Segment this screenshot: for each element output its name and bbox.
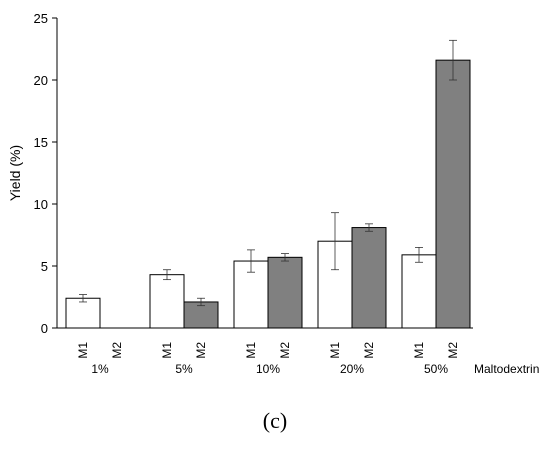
error-bars-layer (79, 39, 457, 307)
y-tick-label: 10 (34, 197, 48, 212)
x-category-label: 5% (175, 362, 193, 376)
x-series-label: M2 (362, 342, 376, 359)
panel-label: (c) (262, 408, 288, 433)
axes-layer (56, 18, 473, 329)
x-category-label: 1% (91, 362, 109, 376)
x-category-label: 10% (256, 362, 280, 376)
x-series-label: M1 (76, 342, 90, 359)
x-series-label: M2 (110, 342, 124, 359)
bar-m2 (267, 256, 303, 329)
x-series-label: M1 (160, 342, 174, 359)
bar-m2 (183, 301, 219, 329)
y-ticks-layer: 0 5 10 15 20 25 (34, 11, 57, 336)
bars-layer (65, 59, 471, 329)
y-tick-label: 25 (34, 11, 48, 26)
bar-m1 (65, 297, 101, 329)
y-tick-label: 15 (34, 135, 48, 150)
bar-m1 (401, 254, 437, 329)
x-series-label: M2 (194, 342, 208, 359)
bar-m1 (149, 274, 185, 329)
y-tick-label: 5 (41, 259, 48, 274)
x-series-label: M1 (328, 342, 342, 359)
bar-m2 (351, 227, 387, 329)
y-tick-label: 0 (41, 321, 48, 336)
x-category-label: 50% (424, 362, 448, 376)
y-axis-title: Yield (%) (7, 145, 23, 201)
x-category-label: 20% (340, 362, 364, 376)
y-tick-label: 20 (34, 73, 48, 88)
x-series-label: M2 (278, 342, 292, 359)
x-series-label: M1 (412, 342, 426, 359)
bar-m2 (435, 59, 471, 329)
x-series-label: M1 (244, 342, 258, 359)
x-series-label: M2 (446, 342, 460, 359)
x-axis-title: Maltodextrin (474, 362, 539, 376)
